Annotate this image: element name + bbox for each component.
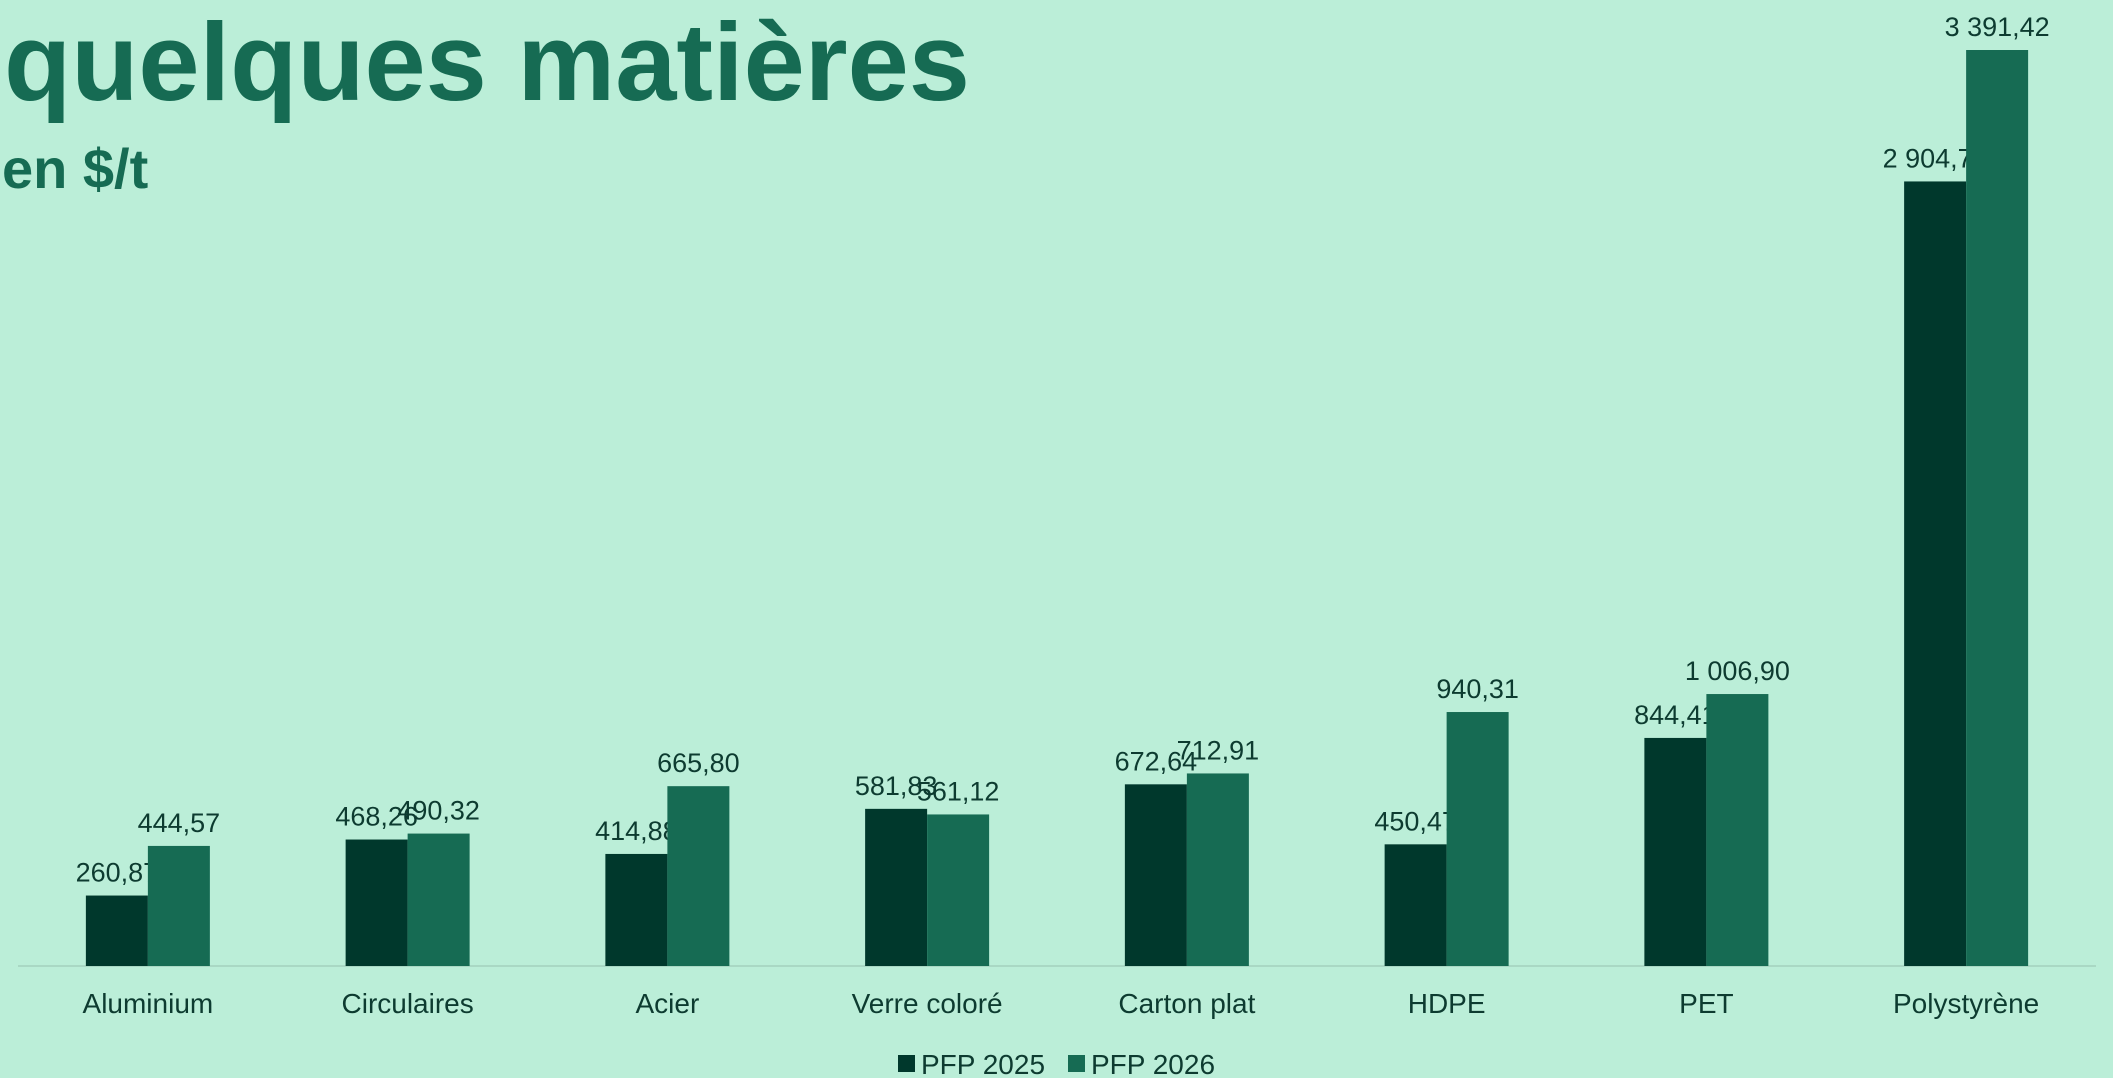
x-tick-label: Carton plat [1118, 988, 1255, 1019]
x-tick-label: Acier [635, 988, 699, 1019]
x-tick-label: Aluminium [83, 988, 214, 1019]
data-label: 468,26 [335, 802, 418, 832]
bar [1124, 784, 1187, 966]
x-tick-label: Polystyrène [1893, 988, 2039, 1019]
data-label: 444,57 [138, 808, 221, 838]
legend-label: PFP 2025 [921, 1049, 1045, 1078]
data-label: 712,91 [1177, 735, 1260, 765]
bar [1446, 712, 1509, 966]
bar [605, 853, 668, 966]
data-label: 450,47 [1374, 806, 1457, 836]
data-label: 844,41 [1634, 700, 1717, 730]
x-tick-label: Circulaires [342, 988, 474, 1019]
bar [147, 845, 210, 966]
bar [407, 833, 470, 966]
data-label: 1 006,90 [1685, 656, 1790, 686]
data-label: 561,12 [917, 776, 1000, 806]
bar [1706, 694, 1769, 966]
legend-swatch [898, 1055, 915, 1072]
data-label: 581,83 [855, 771, 938, 801]
data-label: 665,80 [657, 748, 740, 778]
x-tick-label: Verre coloré [852, 988, 1003, 1019]
data-label: 940,31 [1436, 674, 1519, 704]
bar [1186, 773, 1249, 966]
bar [667, 786, 730, 966]
data-label: 490,32 [397, 796, 480, 826]
bar [1644, 737, 1707, 966]
chart-subtitle: en $/t [2, 137, 148, 200]
data-label: 260,87 [76, 858, 159, 888]
legend-swatch [1068, 1055, 1085, 1072]
chart-title: quelques matières [4, 1, 970, 124]
bar [345, 839, 408, 966]
data-label: 672,64 [1115, 746, 1198, 776]
legend-label: PFP 2026 [1091, 1049, 1215, 1078]
bar [865, 808, 928, 966]
bar [1904, 181, 1967, 967]
x-tick-label: HDPE [1408, 988, 1486, 1019]
data-label: 3 391,42 [1945, 12, 2050, 42]
data-label: 414,88 [595, 816, 678, 846]
bar [927, 814, 990, 966]
bar [1966, 50, 2029, 966]
bar [1384, 844, 1447, 966]
x-tick-label: PET [1679, 988, 1733, 1019]
bar [85, 895, 148, 966]
